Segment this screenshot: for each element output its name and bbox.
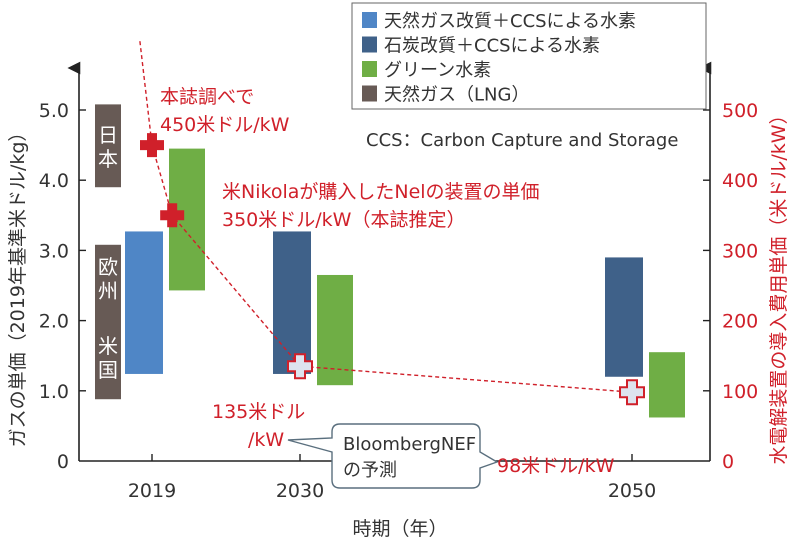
ccs-note: CCS：Carbon Capture and Storage xyxy=(366,130,678,151)
region-label: 欧 xyxy=(98,255,118,279)
y-right-tick-label: 300 xyxy=(722,240,758,262)
bar-coal_ccs-2050 xyxy=(605,257,643,377)
region-label: 国 xyxy=(98,358,118,382)
x-tick-label: 2019 xyxy=(128,480,176,502)
bar-lng-2019 xyxy=(95,244,121,400)
y-tick-label: 3.0 xyxy=(39,240,69,262)
y-axis-title: ガスの単価（2019年基準米ドル/kg） xyxy=(7,123,29,448)
y-tick-label: 2.0 xyxy=(39,311,69,333)
x-tick-label: 2050 xyxy=(608,480,656,502)
y-right-tick-label: 0 xyxy=(722,451,734,473)
point-annotation: 135米ドル xyxy=(212,401,305,423)
region-label: 日 xyxy=(98,123,118,147)
bar-lng-2019 xyxy=(95,104,121,188)
electrolyzer-trend xyxy=(139,41,645,406)
callout-box xyxy=(287,423,499,489)
y-right-axis-title: 水電解装置の導入費用単価（米ドル/kW） xyxy=(768,105,790,464)
point-annotation: 本誌調べで xyxy=(160,86,254,108)
data-point-cross xyxy=(287,353,313,380)
x-tick-label: 2030 xyxy=(276,480,324,502)
callout-text: の予測 xyxy=(343,460,397,481)
legend-label: 石炭改質＋CCSによる水素 xyxy=(384,36,600,57)
legend-swatch-coal_ccs xyxy=(362,36,377,53)
y-tick-label: 1.0 xyxy=(39,381,69,403)
bar-smr_ccs-2019 xyxy=(125,231,163,374)
y-right-tick-label: 200 xyxy=(722,311,758,333)
point-annotation: 米Nikolaが購入したNelの装置の単価 xyxy=(222,181,540,203)
legend-swatch-lng xyxy=(362,85,377,102)
legend: 天然ガス改質＋CCSによる水素石炭改質＋CCSによる水素グリーン水素天然ガス（L… xyxy=(351,2,707,110)
y-right-tick-label: 100 xyxy=(722,381,758,403)
bar-coal_ccs-2030 xyxy=(273,231,311,374)
data-point-cross xyxy=(619,379,645,406)
y-right-tick-label: 400 xyxy=(722,170,758,192)
data-point-cross xyxy=(140,133,164,158)
point-annotation: 350米ドル/kW（本誌推定） xyxy=(222,209,465,231)
region-label: 州 xyxy=(98,279,118,303)
region-label: 本 xyxy=(98,147,118,171)
bar-green-2030 xyxy=(317,274,353,386)
region-label: 米 xyxy=(98,334,118,358)
legend-label: グリーン水素 xyxy=(384,60,491,81)
legend-box xyxy=(351,2,707,110)
callout-text: BloombergNEF xyxy=(343,434,476,455)
labels: 本誌調べで 450米ドル/kW 米Nikolaが購入したNelの装置の単価 350米ド… xyxy=(160,86,678,489)
legend-swatch-smr_ccs xyxy=(362,12,377,28)
point-annotation: /kW xyxy=(248,429,284,451)
x-axis-title: 時期（年） xyxy=(352,518,447,540)
legend-swatch-green xyxy=(362,61,377,77)
y-tick-label: 5.0 xyxy=(39,100,69,122)
point-annotation: 450米ドル/kW xyxy=(160,114,290,136)
y-right-tick-label: 500 xyxy=(722,100,758,122)
point-annotation: 98米ドル/kW xyxy=(497,455,615,477)
y-tick-label: 0 xyxy=(57,451,69,473)
data-point-cross xyxy=(160,203,185,228)
bar-green-2050 xyxy=(649,352,685,418)
axes: 1.0 2.0 3.0 4.0 5.0 0 0 100 200 300 400 500 2019 2030… xyxy=(7,61,790,540)
legend-label: 天然ガス改質＋CCSによる水素 xyxy=(384,11,636,32)
y-tick-label: 4.0 xyxy=(39,170,69,192)
legend-label: 天然ガス（LNG） xyxy=(384,85,529,106)
